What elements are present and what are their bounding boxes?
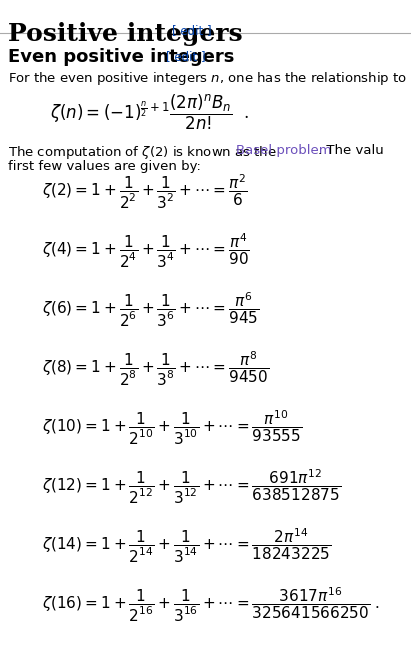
Text: $\zeta(8) = 1 + \dfrac{1}{2^8} + \dfrac{1}{3^8} + \cdots = \dfrac{\pi^8}{9450}$: $\zeta(8) = 1 + \dfrac{1}{2^8} + \dfrac{…: [42, 350, 269, 388]
Text: The computation of $\zeta(2)$ is known as the: The computation of $\zeta(2)$ is known a…: [8, 144, 277, 161]
Text: $\zeta(n) = (-1)^{\frac{n}{2}+1} \dfrac{(2\pi)^n B_n}{2n!}$  .: $\zeta(n) = (-1)^{\frac{n}{2}+1} \dfrac{…: [50, 92, 249, 131]
Text: $\zeta(4) = 1 + \dfrac{1}{2^4} + \dfrac{1}{3^4} + \cdots = \dfrac{\pi^4}{90}$: $\zeta(4) = 1 + \dfrac{1}{2^4} + \dfrac{…: [42, 232, 250, 270]
Text: first few values are given by:: first few values are given by:: [8, 160, 201, 173]
Text: $\zeta(14) = 1 + \dfrac{1}{2^{14}} + \dfrac{1}{3^{14}} + \cdots = \dfrac{2\pi^{1: $\zeta(14) = 1 + \dfrac{1}{2^{14}} + \df…: [42, 527, 331, 565]
Text: $\zeta(10) = 1 + \dfrac{1}{2^{10}} + \dfrac{1}{3^{10}} + \cdots = \dfrac{\pi^{10: $\zeta(10) = 1 + \dfrac{1}{2^{10}} + \df…: [42, 409, 302, 447]
Text: $\zeta(12) = 1 + \dfrac{1}{2^{12}} + \dfrac{1}{3^{12}} + \cdots = \dfrac{691\pi^: $\zeta(12) = 1 + \dfrac{1}{2^{12}} + \df…: [42, 468, 341, 506]
Text: Positive integers: Positive integers: [8, 22, 242, 46]
Text: For the even positive integers $n$, one has the relationship to the B: For the even positive integers $n$, one …: [8, 70, 411, 87]
Text: Basel problem: Basel problem: [236, 144, 332, 157]
Text: $\zeta(16) = 1 + \dfrac{1}{2^{16}} + \dfrac{1}{3^{16}} + \cdots = \dfrac{3617\pi: $\zeta(16) = 1 + \dfrac{1}{2^{16}} + \df…: [42, 586, 380, 624]
Text: [ edit ]: [ edit ]: [172, 24, 212, 37]
Text: $\zeta(6) = 1 + \dfrac{1}{2^6} + \dfrac{1}{3^6} + \cdots = \dfrac{\pi^6}{945}$: $\zeta(6) = 1 + \dfrac{1}{2^6} + \dfrac{…: [42, 291, 260, 329]
Text: $\zeta(2) = 1 + \dfrac{1}{2^2} + \dfrac{1}{3^2} + \cdots = \dfrac{\pi^2}{6}$: $\zeta(2) = 1 + \dfrac{1}{2^2} + \dfrac{…: [42, 173, 248, 211]
Text: . The valu: . The valu: [318, 144, 384, 157]
Text: [ edit ]: [ edit ]: [166, 50, 206, 63]
Text: Even positive integers: Even positive integers: [8, 48, 234, 66]
